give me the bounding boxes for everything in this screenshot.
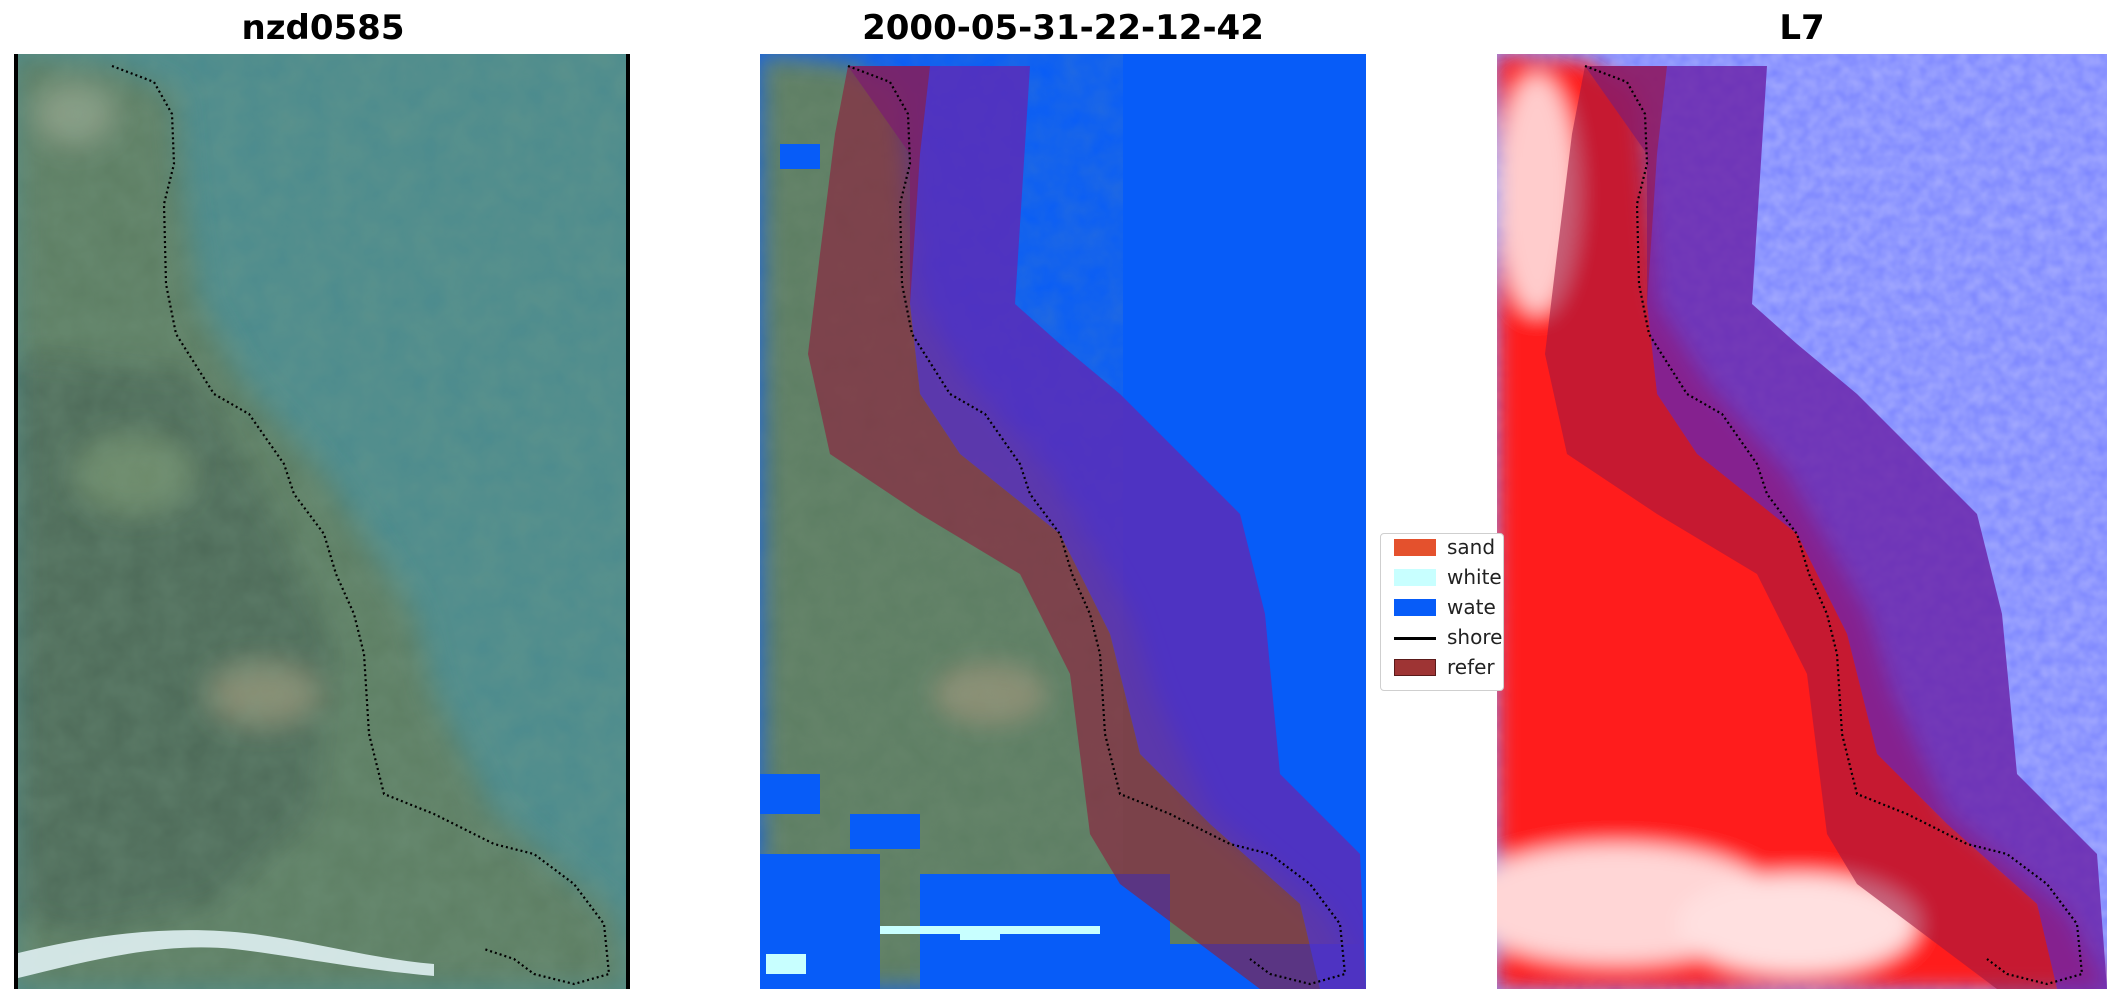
legend-label-white: white (1447, 565, 1502, 589)
legend-label-sand: sand (1447, 535, 1496, 559)
sand-swatch (1394, 539, 1436, 556)
reference-buffer-land (1545, 66, 2057, 989)
legend-item-reference: refer (1389, 654, 1503, 680)
legend: sand white wate shore refer (1380, 533, 1504, 691)
classification-panel (760, 54, 1366, 989)
legend-label-shore: shore (1447, 625, 1503, 649)
legend-item-white: white (1389, 564, 1503, 590)
reference-buffer-water (1585, 66, 2107, 989)
reference-swatch (1394, 659, 1436, 676)
reference-buffer-water (848, 66, 1366, 989)
surf-foam (14, 930, 434, 979)
whitewater-class (766, 926, 1100, 974)
legend-label-reference: refer (1447, 655, 1495, 679)
panel-title-classification: 2000-05-31-22-12-42 (862, 8, 1264, 48)
white-swatch (1394, 569, 1436, 586)
shoreline (1584, 64, 2084, 986)
shoreline-swatch (1394, 637, 1436, 640)
panel-title-rgb: nzd0585 (241, 8, 405, 48)
water-swatch (1394, 599, 1436, 616)
shoreline (847, 64, 1347, 986)
legend-label-water: wate (1447, 595, 1496, 619)
index-panel (1497, 54, 2107, 989)
legend-item-water: wate (1389, 594, 1503, 620)
reference-buffer-land (808, 66, 1320, 989)
legend-item-shore: shore (1389, 624, 1503, 650)
rgb-image-panel (14, 54, 630, 989)
panel-title-index: L7 (1779, 8, 1825, 48)
legend-item-sand: sand (1389, 534, 1503, 560)
